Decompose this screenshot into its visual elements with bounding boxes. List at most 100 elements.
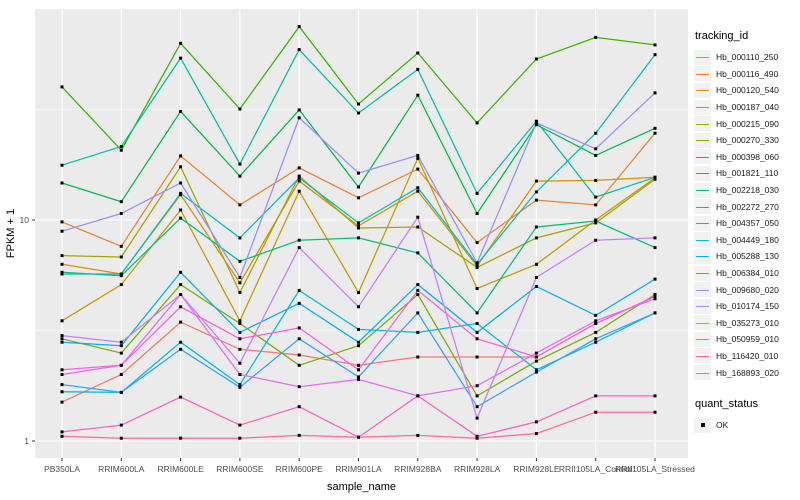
data-point xyxy=(416,433,420,437)
data-point xyxy=(60,430,64,434)
legend-key-line xyxy=(696,273,709,275)
legend-key-swatch xyxy=(694,66,711,82)
data-point xyxy=(653,311,657,315)
black-square-marker-icon xyxy=(700,423,705,428)
data-point xyxy=(238,337,242,341)
data-point xyxy=(238,203,242,207)
data-point xyxy=(179,305,183,309)
legend-item-label: Hb_004357_050 xyxy=(716,218,779,229)
x-tick-label: PB350LA xyxy=(44,464,80,474)
data-point xyxy=(119,351,123,355)
legend-key-line xyxy=(696,223,709,225)
data-point xyxy=(594,410,598,414)
data-point xyxy=(653,53,657,57)
data-point xyxy=(594,313,598,317)
data-point xyxy=(357,102,360,106)
data-point xyxy=(534,420,538,424)
data-point xyxy=(119,390,123,394)
data-point xyxy=(60,373,64,376)
data-point xyxy=(297,405,301,409)
data-point xyxy=(653,295,657,299)
legend-key-line xyxy=(696,372,709,374)
legend-key-line xyxy=(696,173,709,175)
data-point xyxy=(238,174,242,178)
data-point xyxy=(594,221,598,225)
data-point xyxy=(475,355,479,359)
data-point xyxy=(297,174,301,178)
legend-item-label: Hb_035273_010 xyxy=(716,317,779,328)
legend-key-swatch xyxy=(694,165,711,181)
data-point xyxy=(119,373,123,376)
x-tick-label: RRIM928LA xyxy=(454,464,501,474)
data-point xyxy=(119,363,123,367)
legend-item-label: Hb_002218_030 xyxy=(716,185,779,196)
data-point xyxy=(357,226,360,230)
data-point xyxy=(594,330,598,334)
legend-item: Hb_001821_110 xyxy=(694,165,800,182)
data-point xyxy=(60,220,64,224)
data-point xyxy=(297,166,301,170)
x-tick-label: RRIM600PE xyxy=(276,464,324,474)
data-point xyxy=(297,363,301,367)
legend-item-label: Hb_005288_130 xyxy=(716,251,779,262)
data-point xyxy=(475,121,479,125)
data-point xyxy=(534,198,538,202)
data-point xyxy=(119,344,123,348)
data-point xyxy=(357,224,360,228)
data-point xyxy=(653,91,657,95)
data-point xyxy=(534,57,538,61)
data-point xyxy=(238,373,242,376)
data-point xyxy=(416,355,420,359)
legend-key-swatch xyxy=(694,99,711,115)
legend-item-label: Hb_009680_020 xyxy=(716,284,779,295)
data-point xyxy=(179,41,183,45)
data-point xyxy=(297,189,301,193)
data-point xyxy=(60,390,64,394)
data-point xyxy=(594,35,598,39)
data-point xyxy=(238,322,242,325)
data-point xyxy=(60,262,64,266)
data-point xyxy=(534,370,538,374)
data-point xyxy=(238,275,242,279)
data-point xyxy=(297,108,301,112)
data-point xyxy=(534,359,538,363)
legend-key-swatch xyxy=(694,49,711,65)
data-point xyxy=(475,265,479,269)
legend-key-line xyxy=(696,256,709,258)
data-point xyxy=(357,340,360,344)
legend-item-label: Hb_000116_490 xyxy=(716,68,779,79)
legend-item-label: Hb_168893_020 xyxy=(716,367,779,378)
data-point xyxy=(60,334,64,338)
x-tick-label: RRIM600LA xyxy=(98,464,145,474)
legend-tracking-id: tracking_id Hb_000110_250 Hb_000116_490 Hb… xyxy=(694,30,800,381)
legend-item: Hb_009680_020 xyxy=(694,281,800,298)
data-point xyxy=(238,291,242,294)
data-point xyxy=(297,246,301,250)
legend-item: Hb_000187_040 xyxy=(694,99,800,116)
legend2-items: OK xyxy=(694,417,800,434)
data-point xyxy=(416,156,420,160)
data-point xyxy=(534,262,538,266)
data-point xyxy=(594,203,598,207)
data-point xyxy=(594,195,598,199)
legend-item: Hb_116420_010 xyxy=(694,348,800,365)
data-point xyxy=(653,126,657,130)
legend-key-swatch xyxy=(694,265,711,281)
data-point xyxy=(179,191,183,195)
data-point xyxy=(60,270,64,274)
data-point xyxy=(238,347,242,351)
data-point xyxy=(297,433,301,437)
legend-items: Hb_000110_250 Hb_000116_490 Hb_000120_540 H… xyxy=(694,49,800,381)
data-point xyxy=(297,301,301,305)
data-point xyxy=(475,330,479,334)
data-point xyxy=(297,179,301,183)
legend-item: Hb_004449_180 xyxy=(694,232,800,249)
legend-item: Hb_000110_250 xyxy=(694,49,800,66)
data-point xyxy=(653,246,657,250)
data-point xyxy=(357,368,360,372)
data-point xyxy=(475,261,479,265)
data-point xyxy=(179,340,183,344)
legend-item-label: Hb_002272_270 xyxy=(716,201,779,212)
legend-key-line xyxy=(696,239,709,241)
